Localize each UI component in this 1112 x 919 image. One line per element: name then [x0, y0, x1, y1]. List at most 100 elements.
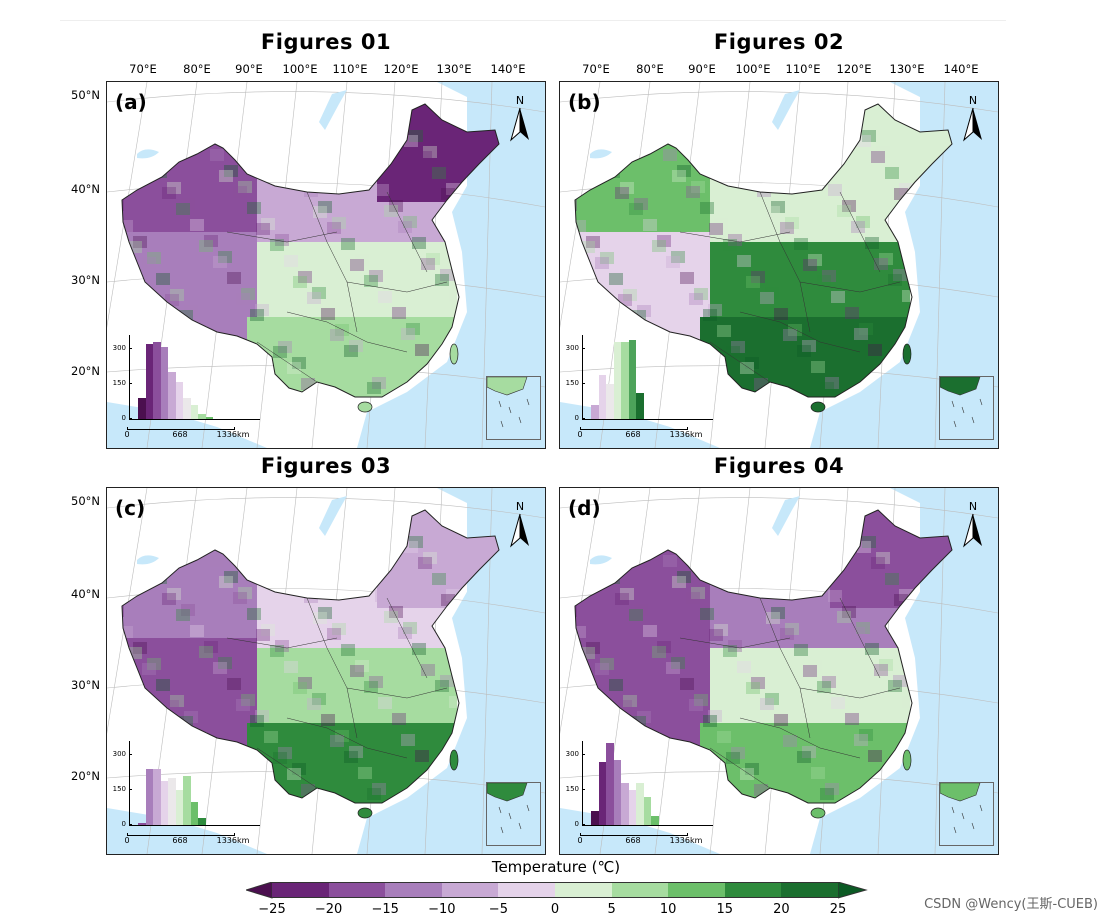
lon-label: 110°E — [332, 62, 368, 76]
lon-label: 100°E — [735, 62, 771, 76]
histogram-bar — [160, 346, 168, 419]
south-china-sea-inset — [486, 782, 541, 846]
lat-label: 40°N — [71, 182, 100, 196]
histogram-bar — [628, 790, 636, 825]
lon-label: 110°E — [785, 62, 821, 76]
colorbar-tick-label: 15 — [716, 902, 734, 917]
histogram-bar — [598, 374, 606, 419]
scale-bar: 0 668 1336km — [124, 830, 249, 846]
histogram-bar — [651, 815, 659, 825]
histogram-bar — [591, 405, 599, 419]
colorbar-tick-label: −5 — [488, 902, 508, 917]
panel-title-3: Figures 03 — [260, 454, 392, 478]
temperature-region — [710, 648, 910, 728]
lon-label: 130°E — [889, 62, 925, 76]
temperature-region — [257, 648, 457, 728]
histogram-y-tick: 150 — [561, 379, 585, 387]
scale-label: 1336km — [669, 836, 703, 845]
histogram-bar — [636, 393, 644, 419]
histogram-bar — [621, 342, 629, 419]
scale-label: 1336km — [216, 430, 250, 439]
panel-title-2: Figures 02 — [713, 30, 845, 54]
histogram-y-tick: 150 — [561, 785, 585, 793]
histogram-y-tick: 0 — [561, 820, 585, 828]
scale-label: 668 — [625, 836, 641, 845]
colorbar-tick-label: −25 — [258, 902, 286, 917]
histogram-bar — [636, 783, 644, 825]
histogram-y-tick: 0 — [561, 414, 585, 422]
histogram-bar — [160, 780, 168, 825]
colorbar-tick-label: −15 — [371, 902, 399, 917]
histogram-y-tick: 300 — [108, 750, 132, 758]
histogram: 300 150 0 — [113, 741, 260, 828]
colorbar-segment — [668, 882, 726, 898]
histogram-bar — [628, 339, 636, 419]
south-china-sea-inset — [939, 376, 994, 440]
histogram-bar — [643, 797, 651, 825]
colorbar-min-extend — [246, 882, 273, 899]
histogram-bar — [183, 398, 191, 419]
panel-letter: (d) — [568, 496, 601, 520]
scale-label: 668 — [172, 836, 188, 845]
histogram-y-tick: 300 — [561, 344, 585, 352]
panel-title-1: Figures 01 — [260, 30, 392, 54]
histogram-bar — [198, 818, 206, 825]
histogram-bar — [138, 398, 146, 419]
histogram-bar — [153, 769, 161, 825]
histogram-bar — [613, 342, 621, 419]
scale-label: 0 — [124, 836, 130, 845]
map-svg — [560, 488, 998, 854]
scale-label: 668 — [172, 430, 188, 439]
lat-label: 50°N — [71, 494, 100, 508]
scale-label: 1336km — [669, 430, 703, 439]
histogram-bar — [168, 372, 176, 419]
histogram-y-tick: 0 — [108, 820, 132, 828]
scale-bar: 0 668 1336km — [124, 424, 249, 440]
lat-label: 40°N — [71, 587, 100, 601]
colorbar-segment — [781, 882, 839, 898]
panel-title-4: Figures 04 — [713, 454, 845, 478]
histogram: 300 150 0 — [566, 741, 713, 828]
colorbar-label: Temperature (℃) — [491, 858, 621, 876]
scale-label: 0 — [577, 836, 583, 845]
panel-letter: (b) — [568, 90, 601, 114]
colorbar-segment — [611, 882, 669, 898]
scale-label: 668 — [625, 430, 641, 439]
histogram-bar — [606, 384, 614, 419]
colorbar — [246, 882, 868, 900]
histogram-bar — [613, 759, 621, 825]
histogram-y-tick: 300 — [561, 750, 585, 758]
histogram-bar — [606, 743, 614, 825]
lon-label: 100°E — [282, 62, 318, 76]
china-outline — [574, 509, 953, 804]
histogram-bar — [145, 769, 153, 825]
colorbar-segment — [272, 882, 330, 898]
lon-label: 130°E — [436, 62, 472, 76]
map-svg — [107, 82, 545, 448]
colorbar-tick-label: 20 — [773, 902, 790, 917]
lat-label: 30°N — [71, 678, 100, 692]
colorbar-segment — [385, 882, 443, 898]
histogram-y-tick: 300 — [108, 344, 132, 352]
panel-letter: (a) — [115, 90, 147, 114]
lon-label: 120°E — [383, 62, 419, 76]
lat-label: 30°N — [71, 273, 100, 287]
temperature-region — [257, 242, 457, 322]
lon-label: 140°E — [943, 62, 979, 76]
north-arrow-icon: N — [962, 500, 984, 548]
histogram-bar — [145, 344, 153, 419]
histogram-bar — [598, 762, 606, 825]
temperature-region — [710, 242, 910, 322]
histogram-y-tick: 150 — [108, 379, 132, 387]
map-panel-d: (d) N 300 150 0 0 668 1336km — [559, 487, 999, 855]
map-panel-a: (a) N 300 150 0 0 668 1336km — [106, 81, 546, 449]
north-arrow-icon: N — [962, 94, 984, 142]
histogram-bar — [190, 405, 198, 419]
map-panel-c: (c) N 300 150 0 0 668 1336km — [106, 487, 546, 855]
histogram: 300 150 0 — [113, 335, 260, 422]
histogram-bar — [190, 801, 198, 825]
lat-label: 20°N — [71, 769, 100, 783]
histogram-bar — [205, 416, 213, 419]
colorbar-tick-label: 0 — [550, 902, 560, 917]
colorbar-tick-label: −20 — [314, 902, 343, 917]
